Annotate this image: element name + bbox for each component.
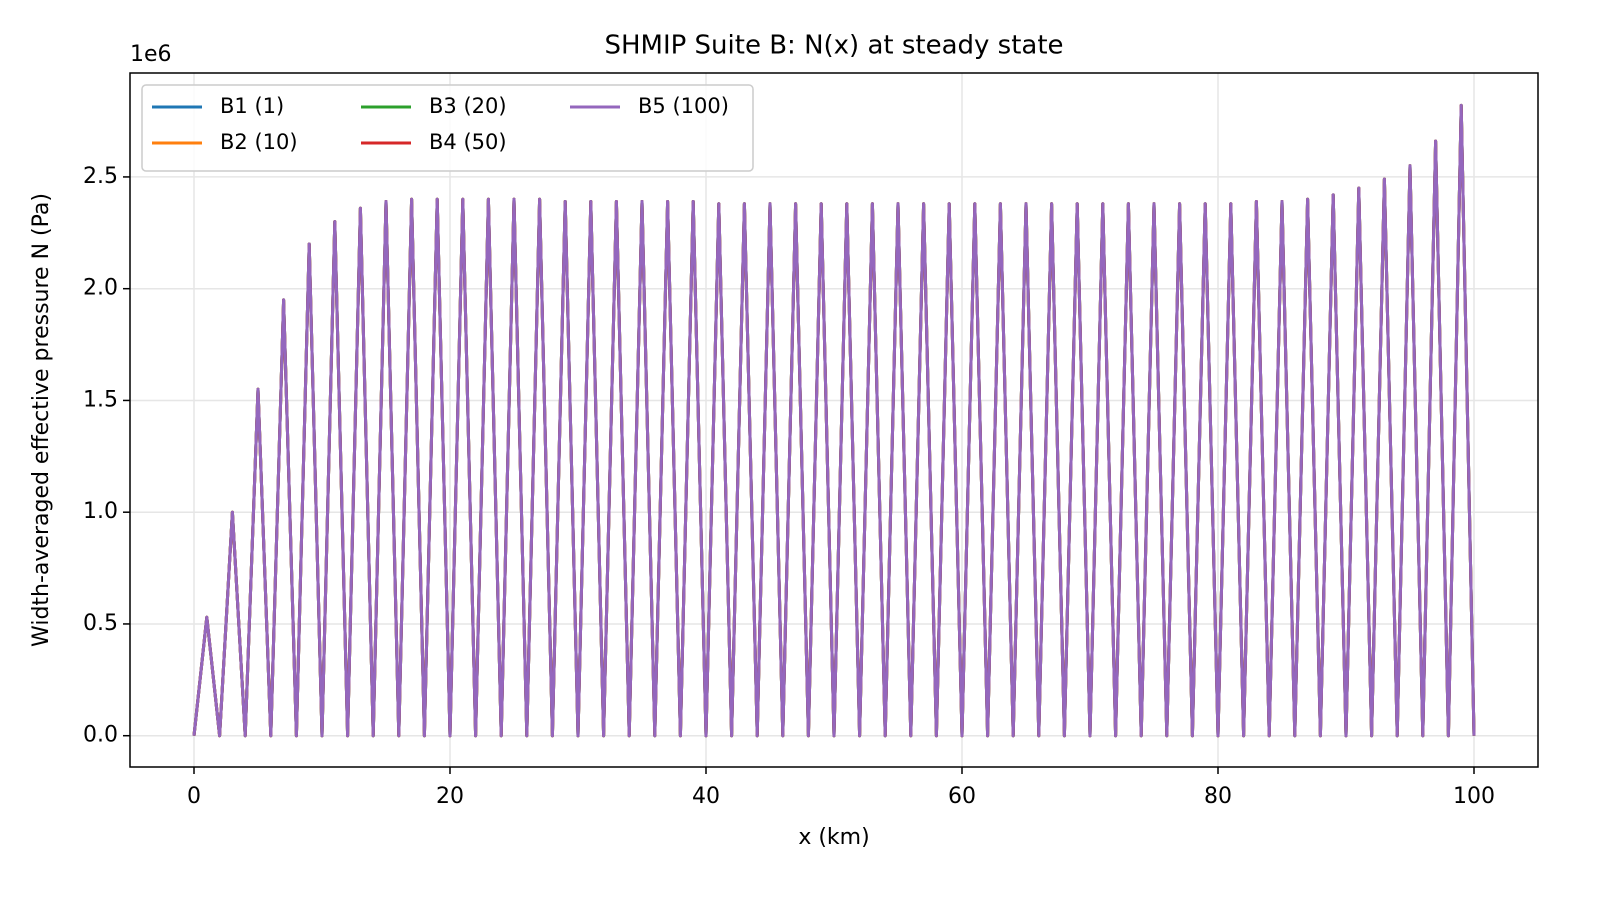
x-tick-label: 100: [1453, 784, 1495, 809]
y-tick-label: 0.0: [83, 723, 118, 748]
legend-label: B5 (100): [638, 94, 729, 118]
y-axis-label: Width-averaged effective pressure N (Pa): [29, 193, 54, 647]
x-tick-label: 40: [692, 784, 720, 809]
x-tick-label: 60: [948, 784, 976, 809]
y-tick-label: 2.0: [83, 276, 118, 301]
series-line: [192, 103, 1476, 738]
plot-frame: [129, 72, 1539, 768]
x-tick-label: 80: [1204, 784, 1232, 809]
series-line: [192, 103, 1476, 738]
legend-label: B3 (20): [429, 94, 507, 118]
y-tick-label: 0.5: [83, 611, 118, 636]
y-tick-label: 2.5: [83, 164, 118, 189]
chart-title: SHMIP Suite B: N(x) at steady state: [604, 31, 1063, 61]
series-line: [192, 103, 1476, 738]
legend-label: B1 (1): [220, 94, 284, 118]
x-tick-label: 0: [187, 784, 201, 809]
legend-label: B2 (10): [220, 130, 298, 154]
x-axis-label: x (km): [798, 825, 869, 850]
y-offset-label: 1e6: [130, 42, 172, 67]
y-tick-label: 1.0: [83, 499, 118, 524]
legend-label: B4 (50): [429, 130, 507, 154]
x-tick-label: 20: [436, 784, 464, 809]
series-line: [192, 103, 1476, 738]
series-line: [192, 103, 1476, 738]
y-tick-label: 1.5: [83, 387, 118, 412]
